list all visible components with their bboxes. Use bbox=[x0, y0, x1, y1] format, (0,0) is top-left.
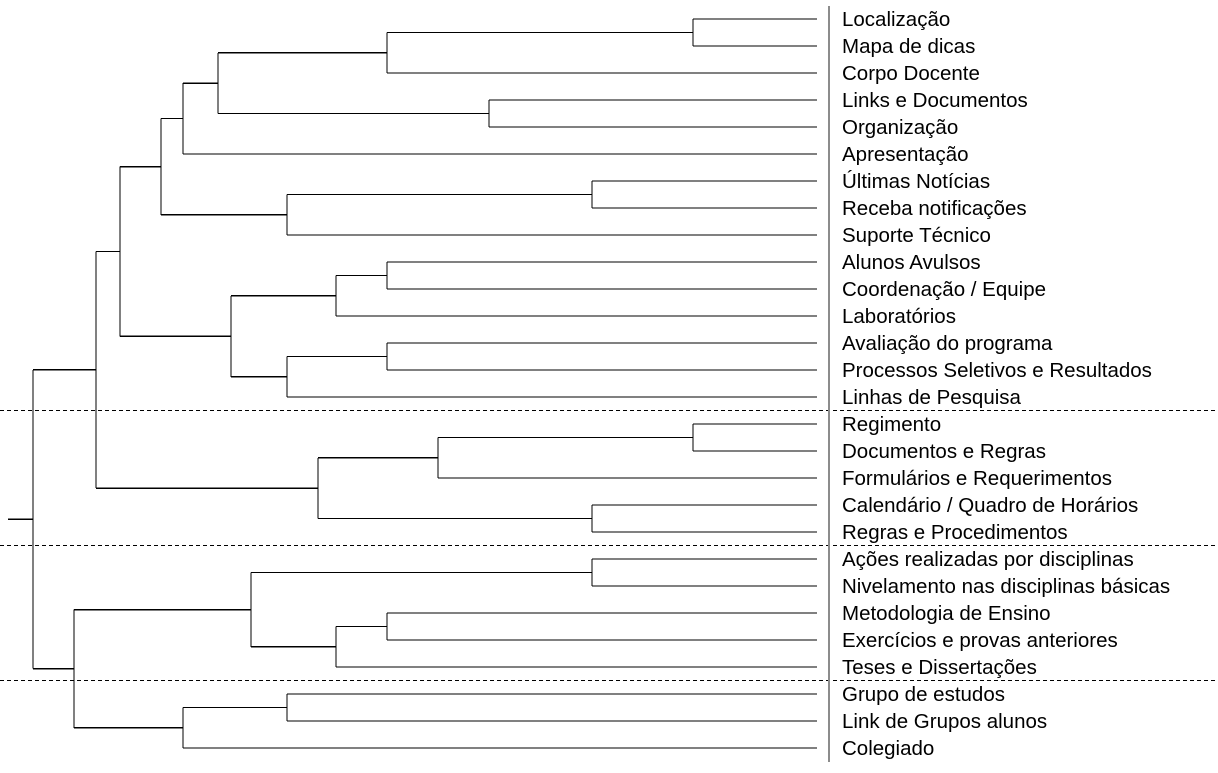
leaf-label: Coordenação / Equipe bbox=[842, 278, 1046, 301]
leaf-label: Alunos Avulsos bbox=[842, 251, 981, 274]
leaf-label: Formulários e Requerimentos bbox=[842, 467, 1112, 490]
dendrogram-branches bbox=[8, 18, 817, 749]
leaf-label: Laboratórios bbox=[842, 305, 956, 328]
leaf-label: Regimento bbox=[842, 413, 941, 436]
leaf-label: Exercícios e provas anteriores bbox=[842, 629, 1118, 652]
leaf-label: Corpo Docente bbox=[842, 62, 980, 85]
leaf-label: Nivelamento nas disciplinas básicas bbox=[842, 575, 1170, 598]
leaf-label: Documentos e Regras bbox=[842, 440, 1046, 463]
leaf-label: Receba notificações bbox=[842, 197, 1027, 220]
leaf-label: Ações realizadas por disciplinas bbox=[842, 548, 1134, 571]
leaf-label: Localização bbox=[842, 8, 950, 31]
leaf-label: Processos Seletivos e Resultados bbox=[842, 359, 1152, 382]
leaf-label: Suporte Técnico bbox=[842, 224, 991, 247]
leaf-label: Regras e Procedimentos bbox=[842, 521, 1068, 544]
cluster-cut-lines bbox=[0, 409, 1218, 682]
leaf-label: Teses e Dissertações bbox=[842, 656, 1037, 679]
leaf-label: Colegiado bbox=[842, 737, 934, 760]
leaf-label: Mapa de dicas bbox=[842, 35, 975, 58]
leaf-label: Metodologia de Ensino bbox=[842, 602, 1051, 625]
leaf-label: Link de Grupos alunos bbox=[842, 710, 1047, 733]
leaf-label: Grupo de estudos bbox=[842, 683, 1005, 706]
leaf-label: Linhas de Pesquisa bbox=[842, 386, 1022, 409]
leaf-label: Apresentação bbox=[842, 143, 969, 166]
leaf-label: Avaliação do programa bbox=[842, 332, 1053, 355]
leaf-label: Calendário / Quadro de Horários bbox=[842, 494, 1138, 517]
leaf-labels: Localização Mapa de dicas Corpo Docente Lin… bbox=[842, 8, 1170, 760]
leaf-label: Últimas Notícias bbox=[842, 170, 990, 193]
leaf-label: Organização bbox=[842, 116, 958, 139]
leaf-label: Links e Documentos bbox=[842, 89, 1028, 112]
